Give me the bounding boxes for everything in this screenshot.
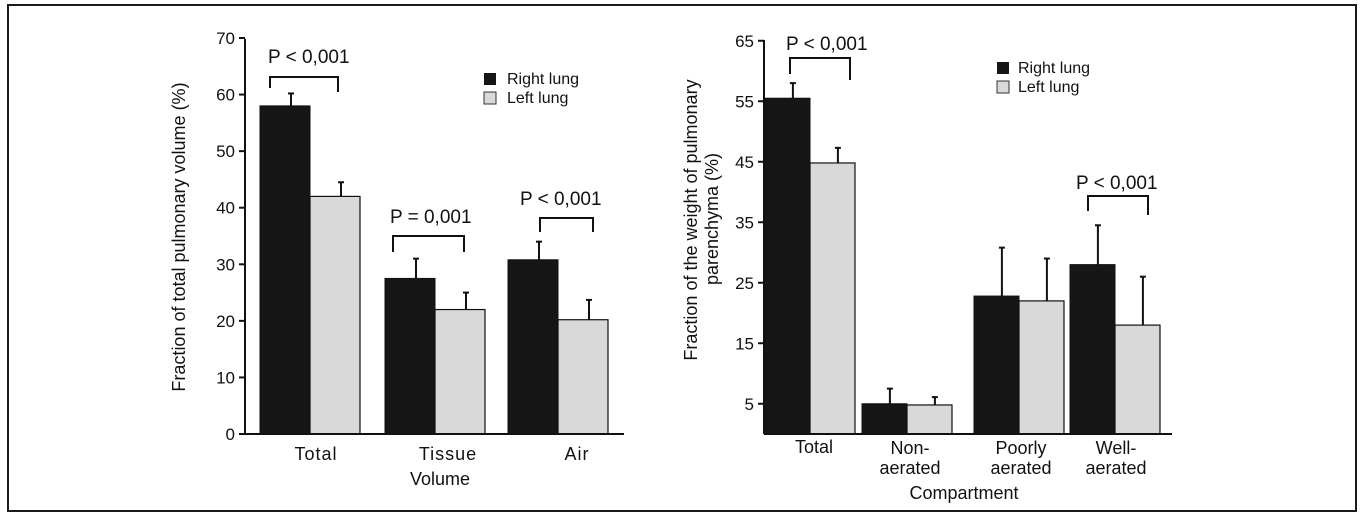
c1-y-axis-label: Fraction of total pulmonary volume (%) [169,82,189,391]
c2-y-tick-label: 25 [735,274,754,293]
c2-y-tick-label: 5 [745,395,754,414]
c1-y-tick-label: 40 [216,199,235,218]
c2-bar-right-0 [764,97,811,435]
c2-bar-left-0 [809,162,856,435]
c2-y-tick-label: 45 [735,153,754,172]
c1-bars [259,92,609,435]
chart-compartment: 5 15 25 35 45 55 65 Fraction of the weight of … [681,32,1172,503]
chart-volume: 0 10 20 30 40 50 60 70 Fraction of total pulmon… [169,29,624,489]
c2-legend-left: Left lung [1018,79,1079,96]
c2-cat-well-2: aerated [1085,458,1146,478]
c2-bar-left-1 [906,404,953,435]
c2-y-axis-label-2: parenchyma (%) [702,153,722,285]
c2-y-tick-label: 15 [735,334,754,353]
figure-frame [7,4,1357,512]
c2-bracket-total [789,57,851,80]
c2-legend-right: Right lung [1018,60,1090,77]
c1-cat-air: Air [565,444,590,464]
c2-cat-non-2: aerated [879,458,940,478]
c1-y-tick-label: 30 [216,255,235,274]
c1-cat-tissue: Tissue [419,444,477,464]
c2-bar-left-2 [1018,300,1065,435]
c1-x-axis-label: Volume [410,469,470,489]
c1-legend-right: Right lung [507,71,579,88]
c2-bar-left-3 [1114,324,1161,435]
c2-x-axis-label: Compartment [909,483,1018,503]
c2-bar-right-2 [973,295,1020,435]
c2-legend-right-swatch [997,62,1009,74]
c1-y-tick-label: 20 [216,312,235,331]
c2-bars [764,82,1161,435]
c2-p-well: P < 0,001 [1076,173,1158,194]
c1-legend-right-swatch [484,73,496,85]
c1-bar-right-0 [259,105,311,435]
c2-cat-non-1: Non- [890,438,929,458]
c1-bar-left-2 [557,319,609,435]
c2-y-ticks: 5 15 25 35 45 55 65 [735,32,764,414]
c2-cat-poor-2: aerated [990,458,1051,478]
c1-p-tissue: P = 0,001 [390,207,472,228]
c2-y-tick-label: 65 [735,32,754,51]
c1-p-total: P < 0,001 [268,47,350,68]
c2-bar-right-3 [1069,264,1116,435]
c1-y-tick-label: 60 [216,86,235,105]
c1-bar-right-1 [384,277,436,435]
c1-p-air: P < 0,001 [520,189,602,210]
c2-cat-poor-1: Poorly [995,438,1046,458]
c1-cat-total: Total [294,444,337,464]
c2-bar-right-1 [861,403,908,435]
c2-legend-left-swatch [996,80,1010,94]
c1-y-ticks: 0 10 20 30 40 50 60 70 [216,29,245,444]
c1-legend-left: Left lung [507,90,568,107]
c1-bracket-total [269,76,339,92]
c2-bracket-well [1087,195,1149,215]
c2-cat-total: Total [795,437,833,457]
c1-y-tick-label: 10 [216,368,235,387]
c2-y-tick-label: 55 [735,92,754,111]
c1-bar-left-0 [309,195,361,435]
c2-p-total: P < 0,001 [786,34,868,55]
c1-y-tick-label: 0 [226,425,235,444]
c1-bracket-air [539,217,594,232]
c1-legend-left-swatch [483,91,497,105]
c2-y-axis-label-1: Fraction of the weight of pulmonary [681,79,701,360]
c1-y-tick-label: 50 [216,142,235,161]
c1-bar-right-2 [507,259,559,435]
c1-bar-left-1 [434,308,486,435]
c2-cat-well-1: Well- [1096,438,1137,458]
c1-bracket-tissue [392,235,465,252]
c2-y-tick-label: 35 [735,213,754,232]
c1-y-tick-label: 70 [216,29,235,48]
